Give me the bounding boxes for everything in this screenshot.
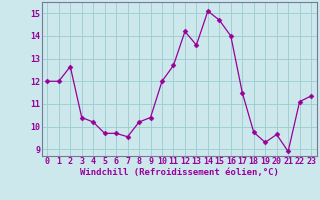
X-axis label: Windchill (Refroidissement éolien,°C): Windchill (Refroidissement éolien,°C): [80, 168, 279, 177]
